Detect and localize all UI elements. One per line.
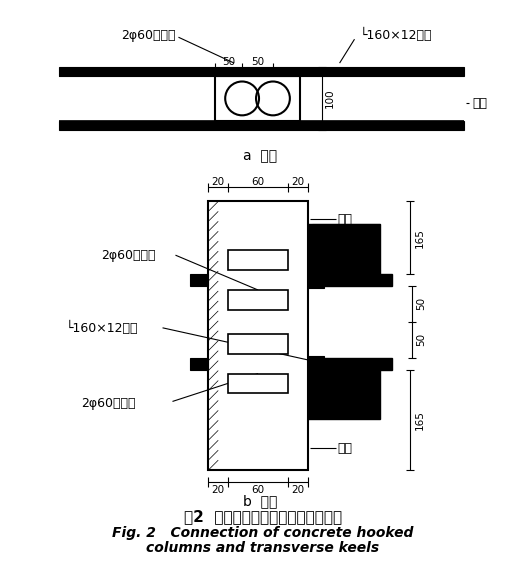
Polygon shape — [308, 224, 392, 286]
Bar — [228, 334, 288, 354]
Text: 图2  混凝土挂柱和角钢横向龙骨连接: 图2 混凝土挂柱和角钢横向龙骨连接 — [184, 509, 342, 524]
Text: 2φ60镀锥管: 2φ60镀锥管 — [121, 29, 176, 41]
Text: 20: 20 — [291, 485, 305, 495]
Text: 2φ60镀锥管: 2φ60镀锥管 — [101, 249, 155, 262]
Bar — [308, 355, 323, 372]
Bar — [215, 76, 300, 121]
Text: 50: 50 — [251, 57, 264, 67]
Text: 20: 20 — [291, 176, 305, 187]
Bar — [228, 290, 288, 310]
Text: 50: 50 — [416, 333, 426, 346]
Text: └160×12龙骨: └160×12龙骨 — [66, 321, 138, 335]
Text: 165: 165 — [415, 410, 425, 430]
Text: 2φ60镀锥管: 2φ60镀锥管 — [81, 397, 136, 410]
Bar — [228, 374, 288, 393]
Bar — [308, 272, 323, 288]
Text: 挂柱: 挂柱 — [338, 442, 352, 454]
Text: 50: 50 — [416, 297, 426, 310]
Text: a  平面: a 平面 — [243, 150, 277, 164]
Bar — [208, 202, 308, 470]
Text: 165: 165 — [415, 228, 425, 248]
Text: └160×12龙骨: └160×12龙骨 — [359, 28, 432, 42]
Bar — [59, 67, 464, 76]
Text: 60: 60 — [251, 176, 265, 187]
Text: 60: 60 — [251, 485, 265, 495]
Bar — [59, 121, 464, 130]
Text: b  剑面: b 剑面 — [243, 494, 277, 508]
Text: 挂柱: 挂柱 — [472, 97, 487, 110]
Text: 20: 20 — [211, 176, 225, 187]
Text: 20: 20 — [211, 485, 225, 495]
Text: columns and transverse keels: columns and transverse keels — [146, 541, 380, 555]
Text: 100: 100 — [325, 89, 335, 108]
Polygon shape — [308, 358, 392, 419]
Text: 50: 50 — [222, 57, 235, 67]
Text: 19: 19 — [328, 244, 341, 254]
Text: Fig. 2   Connection of concrete hooked: Fig. 2 Connection of concrete hooked — [113, 526, 413, 540]
Bar — [228, 250, 288, 270]
Bar — [190, 358, 208, 370]
Text: 挂柱: 挂柱 — [338, 213, 352, 226]
Bar — [190, 274, 208, 286]
